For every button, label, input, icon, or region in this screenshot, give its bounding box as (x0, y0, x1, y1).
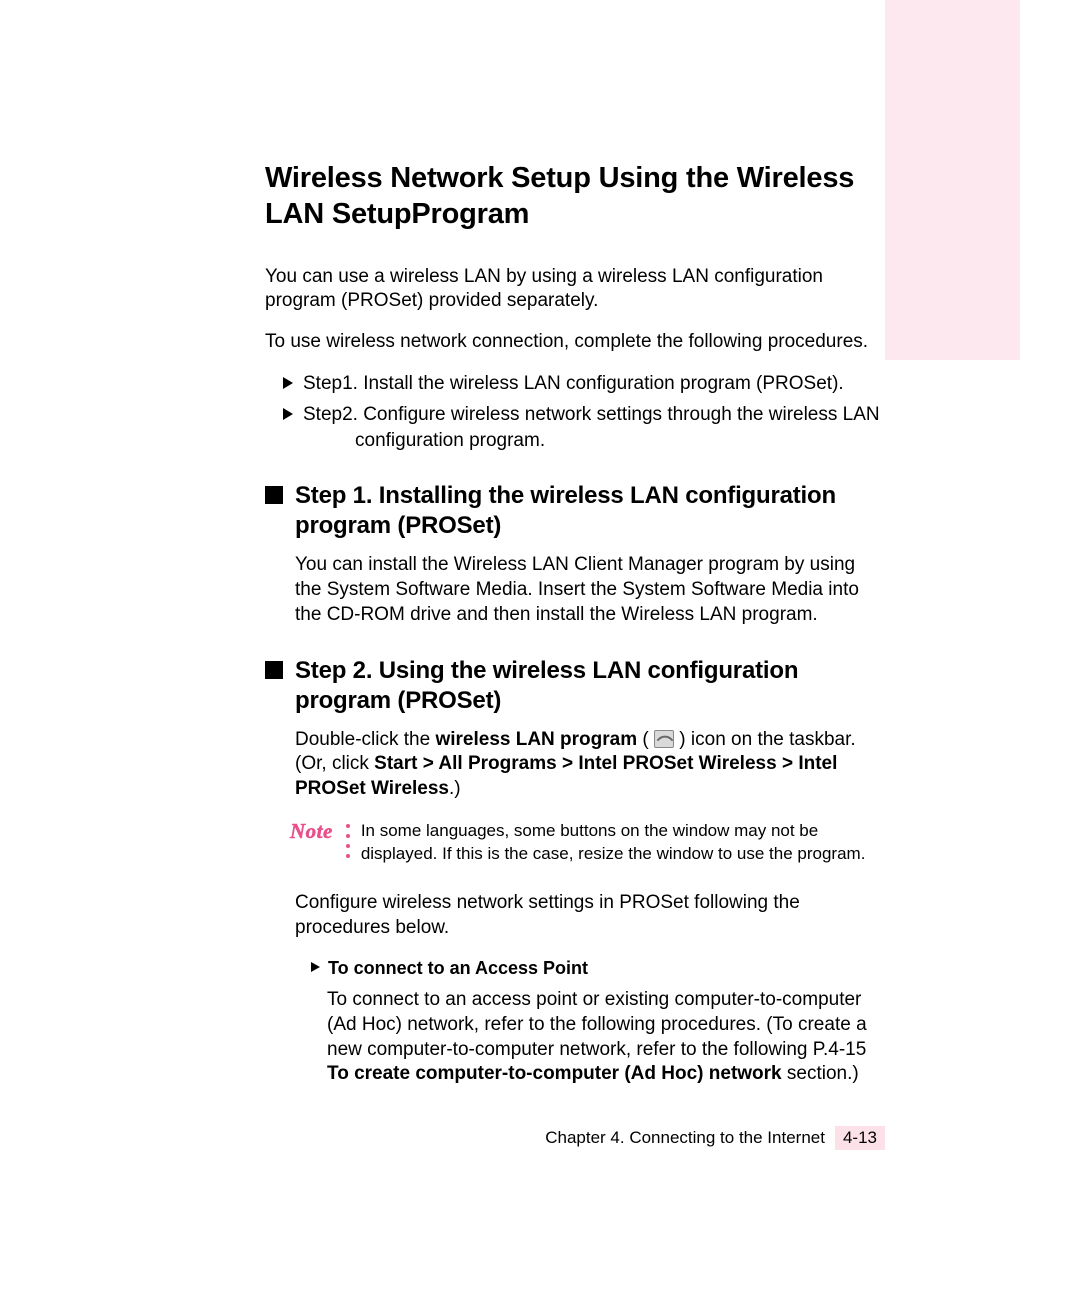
subsection-body: To connect to an access point or existin… (327, 988, 885, 1087)
text-run: Double-click the (295, 729, 435, 750)
section-1-header: Step 1. Installing the wireless LAN conf… (265, 481, 885, 541)
section-2-title: Step 2. Using the wireless LAN configura… (295, 656, 885, 716)
section-1-title: Step 1. Installing the wireless LAN conf… (295, 481, 885, 541)
footer-page-number: 4-13 (835, 1126, 885, 1150)
section-2-header: Step 2. Using the wireless LAN configura… (265, 656, 885, 716)
step-list-item: Step1. Install the wireless LAN configur… (283, 371, 885, 397)
triangle-bullet-icon (311, 962, 320, 972)
text-run: ) icon on the taskbar. (674, 729, 856, 750)
note-callout: Note In some languages, some buttons on … (290, 818, 885, 866)
text-bold: To create computer-to-computer (Ad Hoc) … (327, 1063, 782, 1084)
step-2-text: Step2. Configure wireless network settin… (303, 402, 885, 453)
intro-paragraph-2: To use wireless network connection, comp… (265, 330, 885, 355)
dotted-divider-icon (343, 818, 353, 864)
square-bullet-icon (265, 661, 283, 679)
section-2-paragraph-1: Double-click the wireless LAN program ( … (295, 728, 885, 802)
page-content: Wireless Network Setup Using the Wireles… (265, 160, 885, 1115)
section-1-body: You can install the Wireless LAN Client … (295, 553, 885, 627)
step-1-text: Step1. Install the wireless LAN configur… (303, 371, 885, 397)
intro-paragraph-1: You can use a wireless LAN by using a wi… (265, 265, 885, 314)
subsection-header: To connect to an Access Point (311, 957, 885, 980)
text-bold: Start > All Programs > Intel PROSet Wire… (295, 753, 837, 799)
text-run: section.) (782, 1063, 859, 1084)
text-run: (Or, click (295, 753, 374, 774)
note-label: Note (290, 818, 343, 845)
side-accent-band (885, 0, 1020, 360)
text-run: To connect to an access point or existin… (327, 989, 867, 1059)
text-run: .) (449, 778, 461, 799)
text-run: ( (637, 729, 654, 750)
page-footer: Chapter 4. Connecting to the Internet 4-… (545, 1126, 885, 1150)
section-1-paragraph: You can install the Wireless LAN Client … (295, 553, 885, 627)
page-title: Wireless Network Setup Using the Wireles… (265, 160, 885, 233)
text-bold: wireless LAN program (435, 729, 637, 750)
note-text: In some languages, some buttons on the w… (361, 818, 885, 866)
configure-line: Configure wireless network settings in P… (295, 891, 885, 940)
triangle-bullet-icon (283, 408, 293, 420)
section-2-body: Double-click the wireless LAN program ( … (295, 728, 885, 1087)
step-list: Step1. Install the wireless LAN configur… (283, 371, 885, 454)
square-bullet-icon (265, 486, 283, 504)
wireless-program-icon (654, 730, 674, 748)
footer-chapter: Chapter 4. Connecting to the Internet (545, 1128, 825, 1148)
triangle-bullet-icon (283, 377, 293, 389)
step-list-item: Step2. Configure wireless network settin… (283, 402, 885, 453)
subsection-title: To connect to an Access Point (328, 957, 588, 980)
